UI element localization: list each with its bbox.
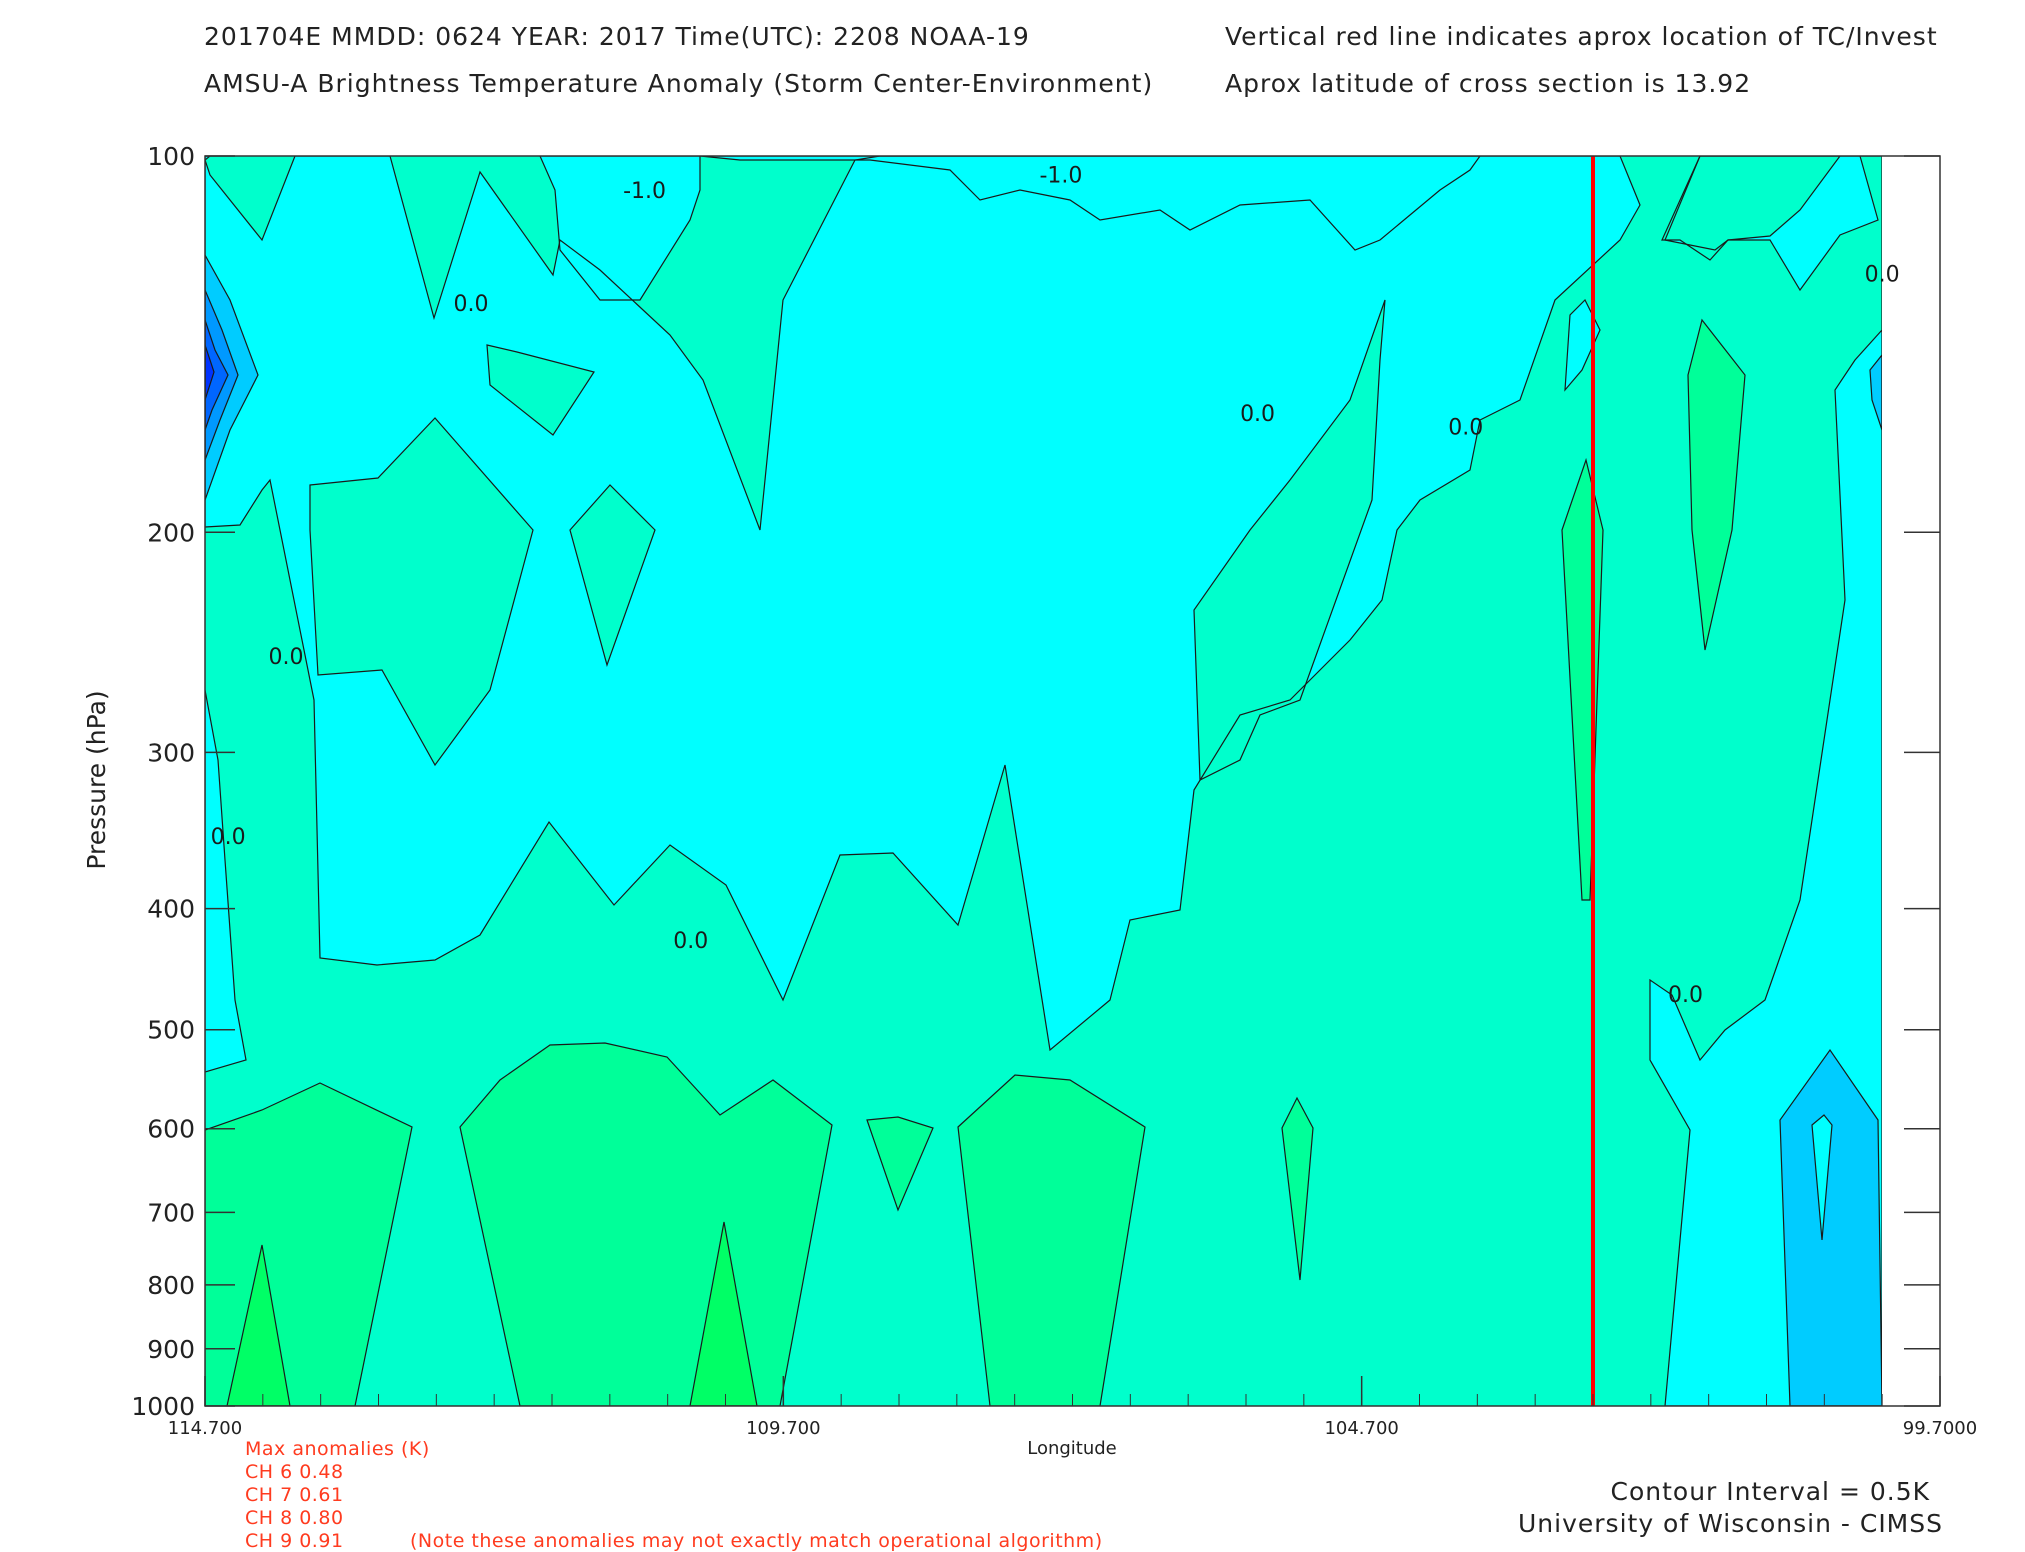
contour-region-top-negative-a-line xyxy=(539,156,701,301)
contour-label: 0.0 xyxy=(1865,262,1900,287)
header-line2-right: Aprox latitude of cross section is 13.92 xyxy=(1225,69,1752,98)
contour-region-lower-pos-1-a xyxy=(227,1245,290,1406)
y-axis-label: Pressure (hPa) xyxy=(82,690,111,869)
contour-region-lower-pos-c-line xyxy=(866,1116,934,1212)
contour-region-bottom-right-core xyxy=(1812,1115,1832,1240)
anomaly-ch8: CH 8 0.80 xyxy=(245,1507,344,1529)
contour-region-island-b-line xyxy=(309,417,534,767)
contour-label: 0.0 xyxy=(454,292,489,317)
contour-label: 0.0 xyxy=(673,929,708,954)
contour-region-lower-pos-e xyxy=(1282,1098,1313,1280)
contour-region-bottom-right-negative-line xyxy=(1779,1048,1882,1406)
contour-region-island-a-line xyxy=(486,344,595,436)
contour-lines xyxy=(205,156,1882,1406)
anomaly-ch9: CH 9 0.91 xyxy=(245,1530,344,1552)
x-tick-label: 109.700 xyxy=(746,1418,820,1439)
header-line1-right: Vertical red line indicates aprox locati… xyxy=(1225,22,1938,51)
contour-label: 0.0 xyxy=(1448,415,1483,440)
contour-region-neg-2-5-line xyxy=(205,319,229,431)
contour-region-lower-pos-d xyxy=(958,1075,1145,1406)
y-tick-label: 500 xyxy=(147,1016,195,1045)
contour-region-top-negative-b-line xyxy=(699,156,1481,251)
x-axis-label: Longitude xyxy=(1027,1438,1117,1459)
contour-region-lower-pos-c xyxy=(867,1117,933,1210)
contour-region-lower-pos-e-line xyxy=(1281,1096,1314,1281)
x-axis: 114.700 109.700 104.700 99.7000 xyxy=(168,1376,1977,1439)
contour-region-lower-pos-b-line xyxy=(459,1042,833,1406)
anomaly-ch7: CH 7 0.61 xyxy=(245,1484,344,1506)
x-tick-label: 99.7000 xyxy=(1903,1418,1977,1439)
contour-region-top-negative-b xyxy=(700,156,1480,250)
contour-region-neg-2-line xyxy=(205,289,239,461)
contour-region-neg-2-5 xyxy=(205,320,228,430)
contour-region-lower-pos-1-a-line xyxy=(226,1244,291,1406)
credit-label: University of Wisconsin - CIMSS xyxy=(1518,1509,1943,1538)
contour-region-bottom-right-core-line xyxy=(1811,1114,1833,1241)
contour-region-island-b xyxy=(310,418,533,765)
y-tick-label: 800 xyxy=(147,1271,195,1300)
contour-labels: -1.0 -1.0 0.0 0.0 0.0 0.0 0.0 0.0 0.0 0.0 xyxy=(211,163,1900,1007)
contour-region-lower-pos-1-b xyxy=(690,1222,757,1406)
contour-region-neg-1-5-line xyxy=(205,253,259,501)
header-line2-left: AMSU-A Brightness Temperature Anomaly (S… xyxy=(204,69,1154,98)
contour-region-left-negative xyxy=(205,690,246,1072)
contour-region-storm-spike-line xyxy=(1561,457,1604,901)
contour-region-mid-positive-line xyxy=(1193,299,1386,781)
y-tick-label: 1000 xyxy=(131,1392,195,1421)
y-axis: 100 200 300 400 500 600 700 800 900 1000 xyxy=(131,142,1940,1421)
contour-region-right-edge-negative-line xyxy=(1869,354,1882,431)
contour-region-right-spike xyxy=(1688,320,1745,650)
contour-interval-label: Contour Interval = 0.5K xyxy=(1610,1477,1930,1506)
contour-region-lower-pos-a-line xyxy=(205,1082,413,1406)
contour-region-mid-positive xyxy=(1194,300,1385,780)
x-tick-label: 114.700 xyxy=(168,1418,242,1439)
contour-region-neg-3-line xyxy=(205,344,215,401)
x-tick-label: 104.700 xyxy=(1324,1418,1398,1439)
anomaly-ch6: CH 6 0.48 xyxy=(245,1461,344,1483)
contour-region-lower-pos-d-line xyxy=(957,1074,1146,1406)
y-tick-label: 200 xyxy=(147,518,195,547)
contour-region-top-negative-a xyxy=(540,156,700,300)
contour-region-neg-3 xyxy=(205,345,214,400)
contour-label: 0.0 xyxy=(211,825,246,850)
contour-label: 0.0 xyxy=(1668,983,1703,1008)
header-line1-left: 201704E MMDD: 0624 YEAR: 2017 Time(UTC):… xyxy=(204,22,1030,51)
y-tick-label: 600 xyxy=(147,1115,195,1144)
contour-region-left-negative-line xyxy=(205,689,247,1073)
contour-label: -1.0 xyxy=(1039,163,1082,188)
anomalies-title: Max anomalies (K) xyxy=(245,1438,430,1460)
contour-region-lower-pos-1-b-line xyxy=(689,1221,758,1406)
contour-region-bottom-right-negative xyxy=(1780,1050,1882,1406)
contour-label: -1.0 xyxy=(623,179,666,204)
contour-region-top-right-positive-line xyxy=(1661,156,1841,261)
contour-label: 0.0 xyxy=(1240,402,1275,427)
y-tick-label: 900 xyxy=(147,1335,195,1364)
y-tick-label: 100 xyxy=(147,142,195,171)
contour-label: 0.0 xyxy=(268,645,303,670)
contour-region-right-spike-line xyxy=(1687,318,1746,651)
contour-region-island-c xyxy=(570,485,655,665)
contour-region-right-negative-line xyxy=(1649,156,1882,1406)
contour-region-lower-pos-b xyxy=(460,1043,832,1406)
contour-region-right-edge-negative xyxy=(1870,355,1882,430)
contour-region-upper-negative-line xyxy=(205,156,1641,1052)
contour-fills xyxy=(205,156,1882,1406)
y-tick-label: 400 xyxy=(147,895,195,924)
contour-region-top-right-positive xyxy=(1662,156,1840,260)
y-tick-label: 700 xyxy=(147,1198,195,1227)
anomalies-note: (Note these anomalies may not exactly ma… xyxy=(410,1530,1103,1552)
y-tick-label: 300 xyxy=(147,738,195,767)
contour-region-island-c-line xyxy=(569,484,656,667)
